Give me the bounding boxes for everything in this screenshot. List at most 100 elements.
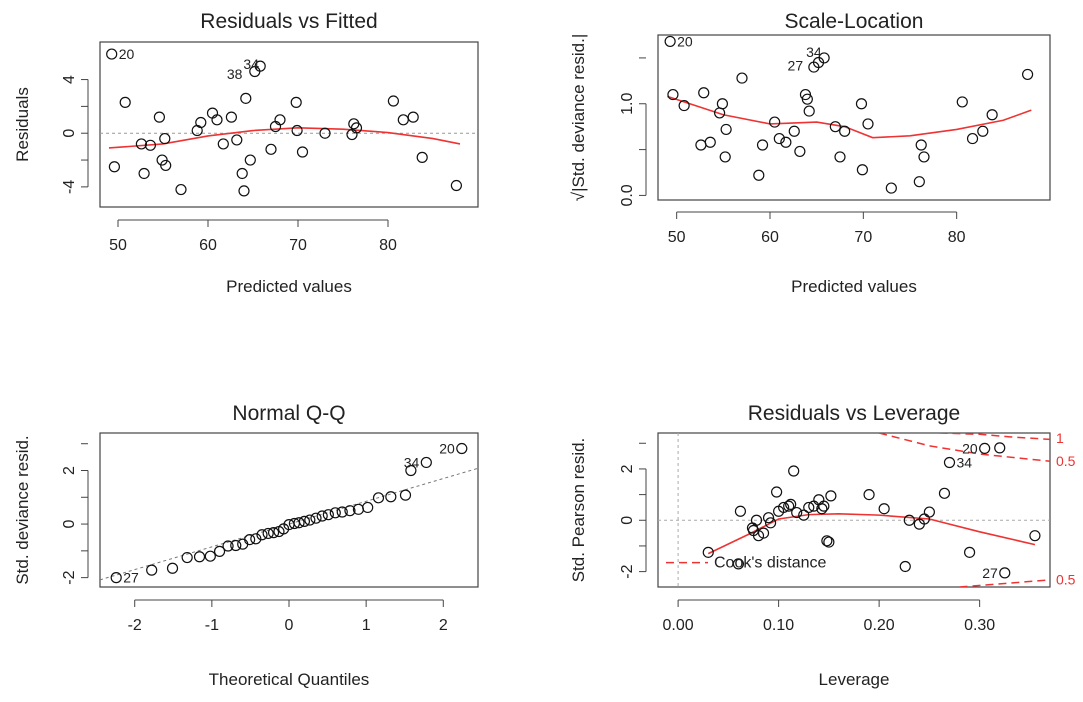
data-point bbox=[329, 507, 341, 519]
data-point bbox=[160, 159, 172, 172]
data-point bbox=[407, 111, 419, 123]
x-tick-label: -1 bbox=[205, 617, 219, 634]
data-point bbox=[885, 182, 897, 194]
data-point bbox=[999, 567, 1011, 579]
plot-area bbox=[658, 433, 1050, 587]
data-point bbox=[771, 486, 783, 498]
data-point bbox=[856, 164, 869, 176]
data-point bbox=[769, 116, 781, 128]
point-label: 38 bbox=[227, 66, 243, 82]
data-point bbox=[405, 464, 417, 477]
data-point bbox=[236, 167, 248, 180]
chart-title: Residuals vs Fitted bbox=[200, 10, 377, 33]
data-point bbox=[704, 136, 716, 148]
data-point bbox=[780, 136, 792, 148]
data-point bbox=[316, 510, 328, 522]
data-point bbox=[801, 93, 813, 105]
y-axis-label: Residuals bbox=[13, 87, 32, 162]
data-point bbox=[153, 111, 165, 123]
data-point bbox=[119, 96, 131, 108]
data-point bbox=[702, 546, 714, 558]
data-point bbox=[923, 506, 935, 518]
data-point bbox=[918, 151, 930, 163]
data-point bbox=[291, 124, 303, 137]
x-tick-label: 50 bbox=[109, 237, 127, 254]
x-axis-label: Leverage bbox=[819, 670, 890, 689]
data-point bbox=[816, 503, 828, 515]
data-point bbox=[788, 125, 800, 137]
data-point bbox=[322, 509, 334, 521]
data-point bbox=[823, 536, 835, 548]
cooks-distance-curve bbox=[959, 579, 1050, 587]
y-axis-label: Std. deviance resid. bbox=[13, 435, 32, 584]
x-tick-label: -2 bbox=[128, 617, 142, 634]
data-point bbox=[420, 456, 432, 469]
data-point bbox=[159, 132, 171, 145]
data-point bbox=[803, 501, 815, 514]
data-point bbox=[138, 167, 150, 180]
data-point bbox=[913, 176, 925, 188]
data-point bbox=[803, 105, 815, 117]
chart-title: Residuals vs Leverage bbox=[748, 402, 960, 425]
data-point bbox=[903, 514, 915, 526]
panel-rvl: Residuals vs Leverage 0.00 0.10 0.20 0.30 -2 0… bbox=[569, 402, 1076, 689]
x-tick-label: 0.10 bbox=[763, 617, 794, 634]
data-point bbox=[938, 487, 951, 499]
data-point bbox=[195, 116, 207, 129]
plot-area bbox=[100, 442, 478, 584]
data-point bbox=[664, 35, 676, 48]
data-point bbox=[344, 505, 356, 517]
data-point bbox=[720, 123, 732, 136]
smoother-line bbox=[667, 95, 1032, 139]
data-point bbox=[304, 514, 316, 526]
data-point bbox=[108, 161, 121, 173]
cooks-contour-label: 1 bbox=[1056, 430, 1064, 446]
y-axis-label: Std. Pearson resid. bbox=[569, 438, 588, 583]
plot-frame bbox=[99, 41, 479, 208]
data-point bbox=[798, 509, 810, 521]
data-point bbox=[416, 151, 428, 163]
data-point bbox=[750, 514, 763, 526]
data-point bbox=[825, 490, 837, 502]
point-label: 20 bbox=[439, 441, 455, 457]
data-point bbox=[256, 529, 268, 541]
data-point bbox=[791, 506, 803, 519]
data-point bbox=[695, 139, 707, 151]
data-point bbox=[397, 114, 409, 126]
data-point bbox=[756, 139, 769, 151]
data-point bbox=[762, 512, 775, 524]
data-point bbox=[244, 533, 256, 546]
x-tick-label: 80 bbox=[379, 237, 397, 254]
data-point bbox=[244, 154, 256, 166]
point-label: 20 bbox=[677, 33, 693, 49]
chart-title: Scale-Location bbox=[785, 10, 924, 33]
data-point bbox=[757, 527, 770, 539]
data-point bbox=[783, 500, 795, 512]
data-point bbox=[250, 533, 262, 545]
data-point bbox=[450, 179, 462, 192]
data-point bbox=[217, 138, 229, 150]
data-point bbox=[225, 111, 237, 123]
data-point bbox=[240, 92, 252, 104]
point-label: 27 bbox=[982, 565, 998, 581]
data-point bbox=[818, 500, 830, 512]
x-tick-label: 60 bbox=[199, 237, 217, 254]
data-point bbox=[734, 505, 747, 517]
data-point bbox=[399, 489, 412, 501]
data-point bbox=[979, 442, 991, 454]
data-point bbox=[943, 456, 956, 469]
data-point bbox=[821, 535, 833, 547]
point-label: 34 bbox=[806, 44, 822, 60]
data-point bbox=[193, 551, 206, 563]
x-tick-label: 50 bbox=[668, 229, 686, 246]
x-tick-label: 70 bbox=[289, 237, 307, 254]
data-point bbox=[211, 114, 223, 126]
data-point bbox=[298, 515, 311, 527]
point-label: 34 bbox=[243, 56, 259, 72]
x-tick-label: 0 bbox=[285, 617, 294, 634]
point-label: 27 bbox=[123, 570, 139, 586]
point-label: 34 bbox=[404, 454, 420, 470]
data-point bbox=[829, 121, 841, 133]
